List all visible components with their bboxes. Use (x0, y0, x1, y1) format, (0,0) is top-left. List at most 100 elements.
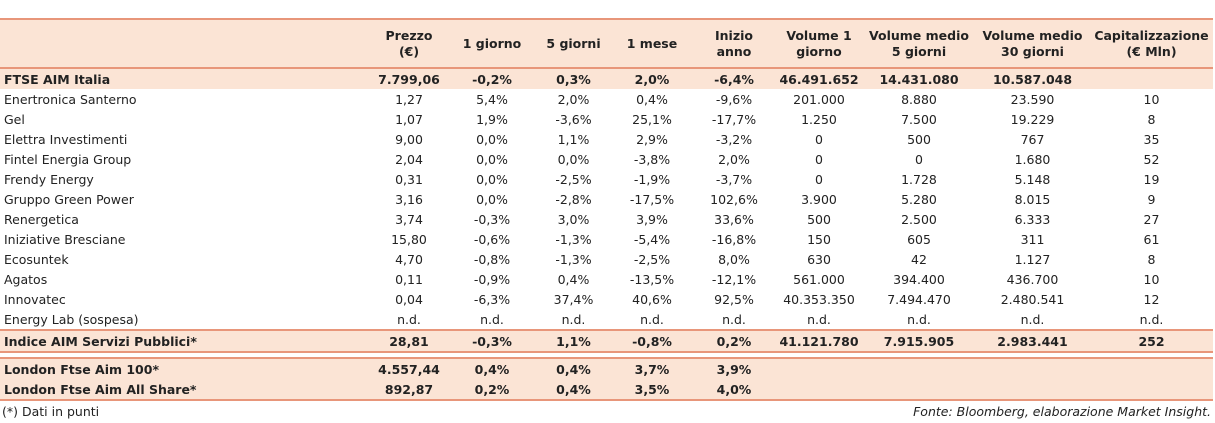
source-note: Fonte: Bloomberg, elaborazione Market In… (913, 404, 1211, 419)
header-prezzo: Prezzo (€) (370, 18, 448, 69)
table-cell: 8 (1147, 251, 1156, 267)
index-row-ftse-aim-italia: FTSE AIM Italia 7.799,06 -0,2% 0,3% 2,0% -6,4… (0, 68, 1213, 89)
table-cell: 0,4% (557, 271, 590, 287)
row-label: FTSE AIM Italia (0, 68, 370, 89)
row-label: London Ftse Aim 100* (0, 357, 370, 379)
table-cell: 394.400 (893, 271, 945, 287)
table-cell: 7.799,06 (370, 68, 448, 89)
table-cell (1090, 68, 1213, 89)
row-spacer (0, 352, 1213, 358)
header-name (0, 18, 370, 69)
table-cell: -3,8% (633, 151, 671, 167)
table-cell: 0,4% (536, 379, 611, 401)
table-cell: 2,0% (611, 68, 693, 89)
header-volume-medio-30: Volume medio 30 giorni (975, 18, 1090, 69)
table-cell: 5.148 (1014, 171, 1051, 187)
table-row: Gruppo Green Power 3,16 0,0% -2,8% -17,5% 102… (0, 189, 1213, 209)
row-label: Renergetica (4, 211, 79, 227)
table-cell: 33,6% (714, 211, 754, 227)
table-cell: 5,4% (476, 91, 508, 107)
table-cell: 52 (1143, 151, 1160, 167)
table-row: Energy Lab (sospesa) n.d. n.d. n.d. n.d. n.d.… (0, 309, 1213, 330)
table-cell: 10 (1143, 91, 1160, 107)
table-cell: 311 (1020, 231, 1045, 247)
table-cell: 1.680 (1014, 151, 1051, 167)
table-cell: 0,0% (557, 151, 590, 167)
table-cell: 92,5% (714, 291, 754, 307)
table-cell: n.d. (640, 311, 664, 327)
table-cell: n.d. (907, 311, 931, 327)
table-cell: 8.880 (901, 91, 937, 107)
table-row: Renergetica 3,74 -0,3% 3,0% 3,9% 33,6% 500 2.50… (0, 209, 1213, 229)
table-cell: 102,6% (710, 191, 758, 207)
table-cell: 9 (1147, 191, 1156, 207)
table-cell: 19 (1143, 171, 1160, 187)
table-cell: 46.491.652 (775, 68, 863, 89)
table-cell: -0,8% (611, 329, 693, 353)
row-label: Ecosuntek (4, 251, 69, 267)
row-label: Energy Lab (sospesa) (4, 311, 139, 327)
table-cell (975, 379, 1090, 401)
table-cell: n.d. (1020, 311, 1045, 327)
header-1-giorno: 1 giorno (448, 18, 536, 69)
table-cell: 436.700 (1006, 271, 1059, 287)
row-label: Elettra Investimenti (4, 131, 128, 147)
table-cell: -6,3% (473, 291, 511, 307)
table-cell: 0 (815, 151, 823, 167)
table-cell: -13,5% (629, 271, 675, 287)
table-cell: 0,4% (448, 357, 536, 379)
table-cell (863, 379, 975, 401)
table-cell (1090, 379, 1213, 401)
table-cell: 561.000 (793, 271, 845, 287)
table-cell: 0,31 (395, 171, 423, 187)
table-cell: 4,70 (395, 251, 423, 267)
row-label: Gruppo Green Power (4, 191, 134, 207)
table-cell: 42 (911, 251, 927, 267)
table-cell: -1,3% (555, 231, 592, 247)
market-table: Prezzo (€) 1 giorno 5 giorni 1 mese Inizi… (0, 18, 1213, 401)
table-cell: 0 (915, 151, 923, 167)
table-cell: 7.494.470 (887, 291, 951, 307)
header-capitalizzazione: Capitalizzazione (€ Mln) (1090, 18, 1213, 69)
table-cell: 10 (1143, 271, 1160, 287)
header-volume-1-giorno: Volume 1 giorno (775, 18, 863, 69)
footnote: (*) Dati in punti (2, 404, 100, 419)
table-cell: 500 (907, 131, 931, 147)
table-row: Fintel Energia Group 2,04 0,0% 0,0% -3,8% 2,0… (0, 149, 1213, 169)
table-cell: 3,9% (636, 211, 668, 227)
row-label: Enertronica Santerno (4, 91, 137, 107)
spacer-cell (0, 352, 1213, 358)
row-label: Gel (4, 111, 25, 127)
table-cell: 3,7% (611, 357, 693, 379)
table-cell (775, 379, 863, 401)
table-cell: -2,5% (555, 171, 592, 187)
table-cell: 2,0% (557, 91, 590, 107)
table-cell: 0,3% (536, 68, 611, 89)
table-cell: -12,1% (711, 271, 757, 287)
table-row: Enertronica Santerno 1,27 5,4% 2,0% 0,4% -9,6… (0, 89, 1213, 109)
table-cell: n.d. (561, 311, 586, 327)
table-cell: 2,04 (395, 151, 423, 167)
table-cell: 23.590 (1010, 91, 1055, 107)
table-cell: 0,4% (536, 357, 611, 379)
table-cell: -0,8% (473, 251, 511, 267)
index-row-london: London Ftse Aim All Share* 892,87 0,2% 0,4%… (0, 379, 1213, 401)
header-inizio-anno: Inizio anno (693, 18, 775, 69)
row-label: London Ftse Aim All Share* (0, 379, 370, 401)
table-row: Ecosuntek 4,70 -0,8% -1,3% -2,5% 8,0% 630 42 1.1… (0, 249, 1213, 269)
table-cell: 892,87 (370, 379, 448, 401)
table-cell: 0,0% (476, 151, 508, 167)
table-cell: 0,04 (395, 291, 423, 307)
table-row: Innovatec 0,04 -6,3% 37,4% 40,6% 92,5% 40.353.… (0, 289, 1213, 309)
table-cell: -3,2% (715, 131, 753, 147)
table-cell: 19.229 (1010, 111, 1055, 127)
table-row: Frendy Energy 0,31 0,0% -2,5% -1,9% -3,7% 0 1.7… (0, 169, 1213, 189)
table-cell: n.d. (480, 311, 504, 327)
table-cell: -17,5% (629, 191, 675, 207)
table-cell: 500 (807, 211, 831, 227)
table-cell: 12 (1143, 291, 1160, 307)
table-cell: 1.250 (801, 111, 837, 127)
table-cell: 8,0% (718, 251, 750, 267)
table-cell: 2.983.441 (975, 329, 1090, 353)
table-cell: 252 (1090, 329, 1213, 353)
